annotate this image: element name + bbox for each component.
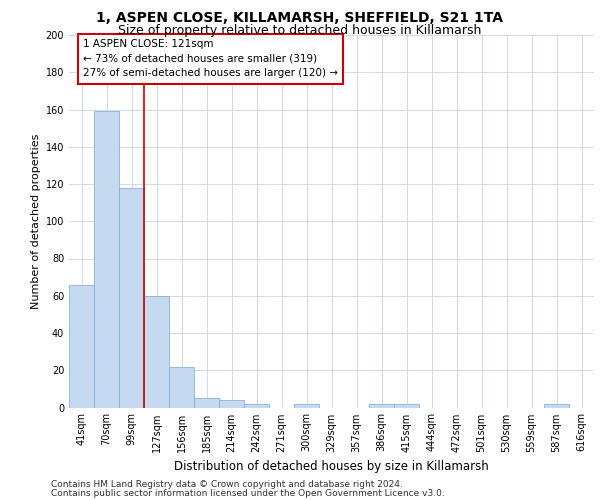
X-axis label: Distribution of detached houses by size in Killamarsh: Distribution of detached houses by size … — [174, 460, 489, 473]
Bar — [169, 366, 194, 408]
Bar — [219, 400, 244, 407]
Bar — [194, 398, 219, 407]
Bar — [94, 112, 119, 408]
Bar — [144, 296, 169, 408]
Text: 1, ASPEN CLOSE, KILLAMARSH, SHEFFIELD, S21 1TA: 1, ASPEN CLOSE, KILLAMARSH, SHEFFIELD, S… — [97, 12, 503, 26]
Y-axis label: Number of detached properties: Number of detached properties — [31, 134, 41, 309]
Bar — [294, 404, 319, 407]
Text: Contains HM Land Registry data © Crown copyright and database right 2024.: Contains HM Land Registry data © Crown c… — [51, 480, 403, 489]
Text: Size of property relative to detached houses in Killamarsh: Size of property relative to detached ho… — [118, 24, 482, 37]
Text: 1 ASPEN CLOSE: 121sqm
← 73% of detached houses are smaller (319)
27% of semi-det: 1 ASPEN CLOSE: 121sqm ← 73% of detached … — [83, 38, 338, 78]
Bar — [244, 404, 269, 407]
Bar — [544, 404, 569, 407]
Bar — [394, 404, 419, 407]
Bar — [69, 284, 94, 408]
Text: Contains public sector information licensed under the Open Government Licence v3: Contains public sector information licen… — [51, 488, 445, 498]
Bar — [369, 404, 394, 407]
Bar — [119, 188, 144, 408]
